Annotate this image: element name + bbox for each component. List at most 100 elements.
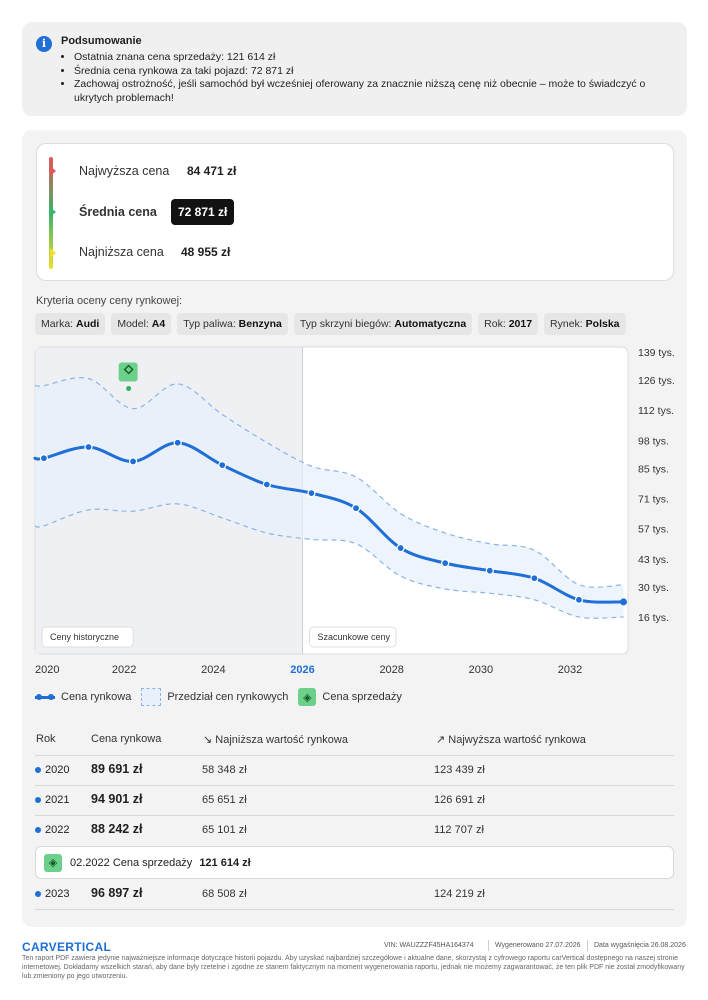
price-chart: Ceny historyczne Szacunkowe ceny 139 tys. 1… <box>33 346 675 676</box>
legend-item-line: Cena rynkowa <box>35 691 131 703</box>
table-row: 2021 94 901 zł 65 651 zł 126 691 zł <box>35 786 674 816</box>
criteria-chip-market: Rynek: Polska <box>544 313 626 335</box>
row-price: 94 901 zł <box>91 792 143 806</box>
market-price-point <box>396 543 405 553</box>
legend-band-swatch <box>141 688 162 706</box>
forecast-label: Szacunkowe ceny <box>318 632 391 642</box>
row-high: 124 219 zł <box>434 888 485 900</box>
y-tick-label: 112 tys. <box>638 405 674 417</box>
table-header-divider <box>35 755 674 756</box>
chip-label: Marka: <box>41 318 74 330</box>
sale-value: 121 614 zł <box>199 856 251 869</box>
lowest-price-row: Najniższa cena 48 955 zł <box>79 245 230 259</box>
mid-marker-icon <box>50 207 56 217</box>
table-row: 2023 96 897 zł 68 508 zł 124 219 zł <box>35 880 674 910</box>
sale-tag-glyph <box>123 364 134 375</box>
lowest-price-value: 48 955 zł <box>181 245 231 259</box>
sale-tag-icon <box>118 362 138 382</box>
y-tick-label: 126 tys. <box>638 375 675 387</box>
info-icon: i <box>36 36 52 52</box>
row-price: 88 242 zł <box>91 822 143 836</box>
chip-label: Rynek: <box>550 318 583 330</box>
year-dot-icon <box>35 767 41 773</box>
y-tick-label: 57 tys. <box>638 524 669 536</box>
sale-date-label: 02.2022 Cena sprzedaży <box>70 856 193 869</box>
market-price-point <box>218 461 227 470</box>
row-year: 2022 <box>45 824 70 836</box>
table-header-low: ↘ Najniższa wartość rynkowa <box>203 733 348 746</box>
row-price: 96 897 zł <box>91 886 143 900</box>
legend-band-label: Przedział cen rynkowych <box>167 691 289 703</box>
footer-disclaimer: Ten raport PDF zawiera jedynie najważnie… <box>22 955 685 980</box>
arrow-up-right-icon: ↗ <box>436 734 446 746</box>
criteria-chip-model: Model: A4 <box>111 313 172 335</box>
sale-point <box>126 385 132 391</box>
summary-box: i Podsumowanie Ostatnia znana cena sprze… <box>22 22 687 116</box>
row-high: 123 439 zł <box>434 764 485 776</box>
legend-line-swatch <box>35 694 55 700</box>
market-price-point <box>173 438 182 447</box>
average-price-label: Średnia cena <box>79 205 157 219</box>
carvertical-logo: CARVERTICAL <box>22 940 112 954</box>
year-dot-icon <box>35 891 41 897</box>
y-tick-label: 98 tys. <box>638 435 669 447</box>
chip-value: Audi <box>76 318 100 330</box>
summary-item: Ostatnia znana cena sprzedaży: 121 614 z… <box>74 51 664 65</box>
footer-divider <box>587 940 588 951</box>
row-high: 126 691 zł <box>434 794 485 806</box>
chip-value: 2017 <box>508 318 533 330</box>
y-tick-label: 30 tys. <box>638 582 669 594</box>
row-low: 58 348 zł <box>202 764 247 776</box>
x-tick-label: 2032 <box>558 664 582 676</box>
row-low: 65 101 zł <box>202 824 247 836</box>
average-price-row: Średnia cena 72 871 zł <box>79 199 235 225</box>
x-tick-label: 2026 <box>290 664 314 676</box>
market-price-point <box>574 595 584 604</box>
x-tick-label: 2030 <box>469 664 493 676</box>
row-low: 65 651 zł <box>202 794 247 806</box>
row-price: 89 691 zł <box>91 762 143 776</box>
legend-item-band: Przedział cen rynkowych <box>141 688 288 706</box>
chart-legend: Cena rynkowa Przedział cen rynkowych ◈ C… <box>35 688 412 706</box>
high-marker-icon <box>50 166 56 176</box>
market-price-point <box>39 454 49 463</box>
market-price-point <box>485 566 494 575</box>
market-price-point <box>128 457 138 466</box>
legend-sale-label: Cena sprzedaży <box>322 691 402 703</box>
highest-price-row: Najwyższa cena 84 471 zł <box>79 164 236 178</box>
table-row: 2020 89 691 zł 58 348 zł 123 439 zł <box>35 756 674 786</box>
price-chart-svg: Ceny historyczne Szacunkowe ceny 139 tys. 1… <box>33 346 675 676</box>
x-tick-label: 2020 <box>35 664 59 676</box>
row-year: 2020 <box>45 764 70 776</box>
market-price-point <box>307 489 316 498</box>
y-tick-label: 16 tys. <box>638 612 669 624</box>
chip-value: A4 <box>151 318 166 330</box>
low-marker-icon <box>50 248 56 258</box>
criteria-chip-year: Rok: 2017 <box>478 313 539 335</box>
footer-vin: VIN: WAUZZZF45HA164374 <box>384 942 474 949</box>
y-tick-label: 139 tys. <box>638 347 675 359</box>
header-high-label: Najwyższa wartość rynkowa <box>448 734 586 746</box>
year-dot-icon <box>35 797 41 803</box>
summary-item: Zachowaj ostrożność, jeśli samochód był … <box>74 78 664 105</box>
table-header-high: ↗ Najwyższa wartość rynkowa <box>436 733 586 746</box>
market-price-point <box>84 442 93 452</box>
table-header-price: Cena rynkowa <box>91 733 162 745</box>
criteria-chip-gearbox: Typ skrzyni biegów: Automatyczna <box>293 313 473 335</box>
footer-expiry: Data wygaśnięcia 26.08.2026 <box>594 942 686 949</box>
highest-price-label: Najwyższa cena <box>79 164 170 178</box>
arrow-down-right-icon: ↘ <box>203 734 213 746</box>
row-low: 68 508 zł <box>202 888 247 900</box>
sale-event-row: ◈ 02.2022 Cena sprzedaży 121 614 zł <box>35 846 674 879</box>
chip-label: Typ skrzyni biegów: <box>299 318 392 330</box>
legend-line-label: Cena rynkowa <box>61 691 132 703</box>
market-price-point <box>262 480 271 489</box>
table-header-year: Rok <box>36 733 56 745</box>
historical-label-box <box>41 626 134 648</box>
market-price-point <box>620 598 628 606</box>
legend-item-sale: ◈ Cena sprzedaży <box>298 688 402 706</box>
x-tick-label: 2022 <box>112 664 136 676</box>
lowest-price-label: Najniższa cena <box>79 245 164 259</box>
chip-label: Typ paliwa: <box>183 318 236 330</box>
criteria-title: Kryteria oceny ceny rynkowej: <box>36 295 183 307</box>
